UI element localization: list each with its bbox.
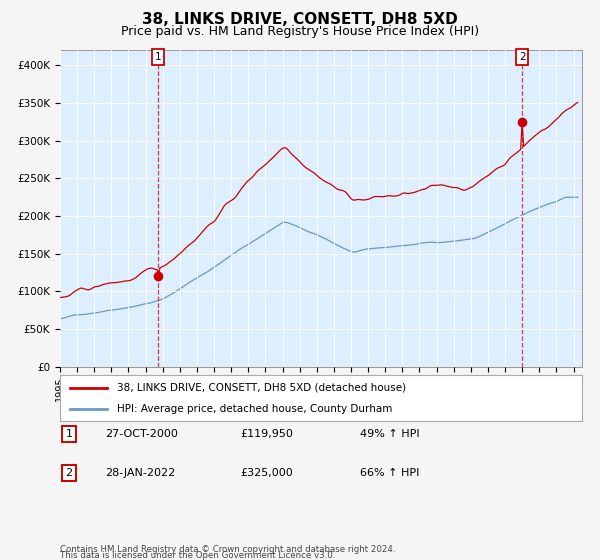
Text: 28-JAN-2022: 28-JAN-2022: [105, 468, 175, 478]
Text: 2: 2: [65, 468, 73, 478]
Text: Contains HM Land Registry data © Crown copyright and database right 2024.: Contains HM Land Registry data © Crown c…: [60, 545, 395, 554]
Text: 1: 1: [65, 429, 73, 439]
Text: 38, LINKS DRIVE, CONSETT, DH8 5XD (detached house): 38, LINKS DRIVE, CONSETT, DH8 5XD (detac…: [118, 382, 407, 393]
Text: Price paid vs. HM Land Registry's House Price Index (HPI): Price paid vs. HM Land Registry's House …: [121, 25, 479, 38]
Text: 66% ↑ HPI: 66% ↑ HPI: [360, 468, 419, 478]
Text: 38, LINKS DRIVE, CONSETT, DH8 5XD: 38, LINKS DRIVE, CONSETT, DH8 5XD: [142, 12, 458, 27]
Text: £325,000: £325,000: [240, 468, 293, 478]
Text: This data is licensed under the Open Government Licence v3.0.: This data is licensed under the Open Gov…: [60, 551, 335, 560]
Text: 2: 2: [519, 52, 526, 62]
Text: 49% ↑ HPI: 49% ↑ HPI: [360, 429, 419, 439]
Text: 1: 1: [155, 52, 162, 62]
Text: £119,950: £119,950: [240, 429, 293, 439]
Text: HPI: Average price, detached house, County Durham: HPI: Average price, detached house, Coun…: [118, 404, 393, 414]
Text: 27-OCT-2000: 27-OCT-2000: [105, 429, 178, 439]
